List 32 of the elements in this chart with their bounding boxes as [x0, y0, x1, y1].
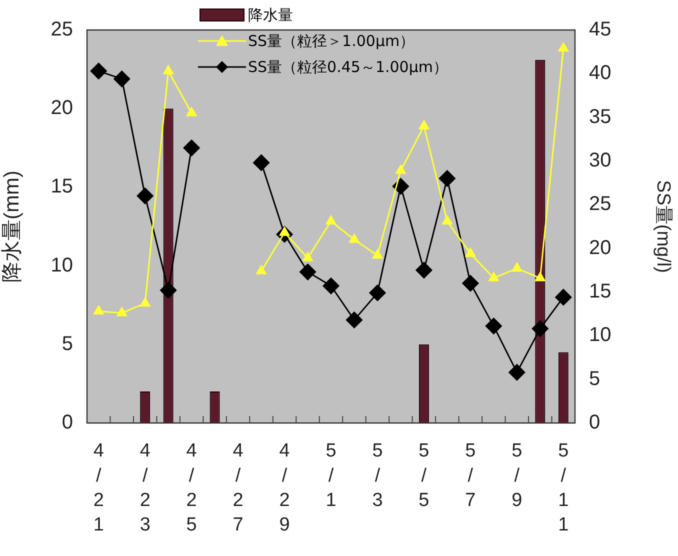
y-tick-label: 20	[50, 97, 73, 120]
y2-tick-label: 35	[589, 106, 612, 128]
x-tick-label: 5/5	[418, 440, 430, 511]
x-tick-label: 4/27	[232, 440, 244, 536]
y2-tick-label: 5	[589, 368, 600, 390]
y-tick-label: 10	[50, 254, 73, 276]
y2-tick-label: 10	[589, 324, 612, 346]
x-tick-label: 4/23	[140, 440, 151, 536]
y2-tick-label: 40	[589, 62, 612, 84]
y2-tick-label: 0	[589, 412, 600, 434]
x-tick-label: 4/25	[186, 440, 198, 536]
x-tick-label: 5/3	[372, 440, 383, 511]
y2-tick-label: 30	[589, 150, 612, 172]
y2-tick-label: 15	[589, 280, 612, 303]
y-tick-label: 0	[62, 412, 73, 434]
y2-tick-label: 20	[589, 236, 612, 259]
x-tick-label: 5/7	[465, 440, 476, 511]
y2-tick-label: 45	[589, 18, 612, 41]
legend-label: SS量（粒径＞1.00μm）	[248, 31, 415, 52]
legend-label: 降水量	[248, 5, 293, 26]
y-axis-title: 降水量(mm)	[0, 170, 24, 282]
x-tick-label: 5/11	[558, 440, 569, 536]
y-tick-label: 25	[50, 18, 73, 41]
y-tick-label: 5	[62, 332, 73, 355]
y2-tick-label: 25	[589, 193, 612, 216]
y-tick-label: 15	[50, 176, 73, 198]
x-tick-label: 4/21	[93, 440, 104, 536]
x-tick-label: 5/9	[512, 440, 522, 511]
x-tick-label: 4/29	[279, 440, 290, 536]
x-tick-label: 5/1	[326, 440, 336, 511]
legend-label: SS量（粒径0.45～1.00μm）	[248, 57, 448, 78]
y2-axis-title: SS量(mg/l)	[652, 180, 674, 273]
